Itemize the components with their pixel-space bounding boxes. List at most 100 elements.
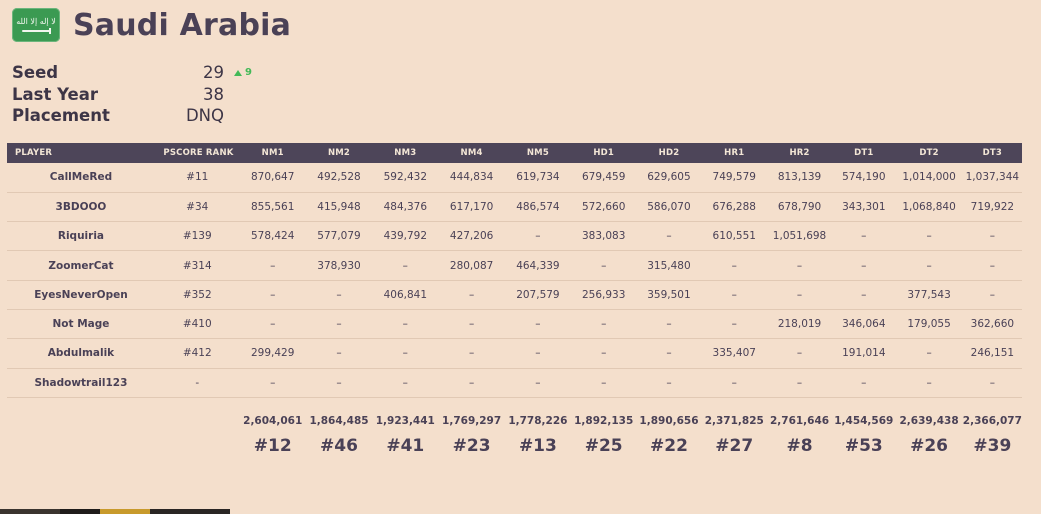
- score-cell: –: [926, 347, 932, 360]
- score-cell: –: [402, 347, 408, 360]
- column-header-pscore-rank: PSCORE RANK: [163, 148, 234, 158]
- score-cell: 719,922: [970, 200, 1015, 213]
- map-rank: #26: [910, 436, 949, 457]
- score-cell: –: [989, 259, 995, 272]
- map-rank: #27: [715, 436, 754, 457]
- score-cell: –: [731, 318, 737, 331]
- score-cell: –: [535, 347, 541, 360]
- score-cell: –: [468, 347, 475, 360]
- player-name: Shadowtrail123: [34, 376, 128, 389]
- player-scores-table: PLAYER PSCORE RANK NM1 NM2 NM3 NM4 NM5 H…: [7, 143, 1022, 463]
- score-cell: –: [468, 318, 475, 331]
- table-row: Abdulmalik #412 299,429 – – – – – – 335,407 – 191,0…: [7, 339, 1022, 369]
- score-cell: –: [601, 259, 607, 272]
- player-name: EyesNeverOpen: [34, 288, 128, 301]
- map-rank: #39: [973, 436, 1012, 457]
- team-stats: Seed 29 9 Last Year 38 Placement DNQ: [12, 62, 272, 127]
- score-cell: 484,376: [383, 200, 428, 213]
- score-cell: –: [601, 347, 607, 360]
- score-cell: 218,019: [777, 318, 822, 331]
- score-cell: 486,574: [516, 200, 560, 213]
- column-header-nm3: NM3: [394, 148, 417, 158]
- seed-change: 9: [234, 67, 252, 78]
- map-total-score: 2,604,061: [243, 415, 303, 428]
- score-cell: –: [535, 230, 541, 243]
- map-total-score: 1,890,656: [639, 415, 699, 428]
- score-cell: 383,083: [581, 230, 626, 243]
- score-cell: –: [336, 288, 342, 301]
- player-pscore-rank: -: [195, 376, 200, 389]
- score-cell: –: [270, 259, 276, 272]
- score-cell: 610,551: [712, 230, 756, 243]
- score-cell: –: [666, 230, 672, 243]
- table-header-row: PLAYER PSCORE RANK NM1 NM2 NM3 NM4 NM5 H…: [7, 143, 1022, 163]
- player-name: ZoomerCat: [48, 259, 114, 272]
- score-cell: –: [468, 288, 475, 301]
- score-cell: –: [731, 376, 737, 389]
- map-total-score: 1,778,226: [508, 415, 568, 428]
- score-cell: 191,014: [842, 347, 886, 360]
- team-header: لا إله إلا الله Saudi Arabia: [12, 6, 291, 44]
- column-header-dt3: DT3: [982, 148, 1003, 158]
- score-cell: –: [926, 230, 932, 243]
- last-year-label: Last Year: [12, 84, 98, 104]
- score-cell: –: [336, 347, 342, 360]
- map-rank: #8: [786, 436, 813, 457]
- score-cell: 617,170: [449, 200, 494, 213]
- score-cell: 679,459: [581, 171, 626, 184]
- score-cell: –: [270, 376, 276, 389]
- ranks-spacer: [7, 429, 155, 463]
- placement-value: DNQ: [185, 106, 224, 126]
- score-cell: –: [796, 347, 803, 360]
- score-cell: –: [796, 288, 803, 301]
- score-cell: –: [601, 318, 607, 331]
- map-total-score: 2,761,646: [769, 415, 830, 428]
- score-cell: –: [861, 230, 867, 243]
- image-thumbnail-strip: [0, 509, 230, 514]
- table-row: Riquiria #139 578,424 577,079 439,792 427,206…: [7, 222, 1022, 251]
- ranks-spacer: [155, 429, 240, 463]
- score-cell: –: [926, 259, 932, 272]
- player-pscore-rank: #34: [186, 200, 209, 213]
- score-cell: 335,407: [712, 347, 756, 360]
- score-cell: 280,087: [449, 259, 494, 272]
- score-cell: –: [402, 259, 408, 272]
- map-rank: #12: [253, 436, 292, 457]
- player-name: Abdulmalik: [47, 347, 115, 360]
- score-cell: 1,051,698: [772, 230, 827, 243]
- seed-change-value: 9: [245, 67, 252, 79]
- score-cell: –: [796, 259, 803, 272]
- score-cell: 464,339: [516, 259, 560, 272]
- score-cell: 377,543: [907, 288, 951, 301]
- totals-spacer: [7, 397, 155, 429]
- player-pscore-rank: #139: [182, 230, 212, 243]
- column-header-hr2: HR2: [789, 148, 810, 158]
- score-cell: –: [666, 376, 672, 389]
- column-header-hr1: HR1: [724, 148, 745, 158]
- score-cell: 572,660: [581, 200, 626, 213]
- column-header-hd1: HD1: [593, 148, 615, 158]
- map-rank: #23: [452, 436, 491, 457]
- column-header-nm5: NM5: [526, 148, 549, 158]
- placement-row: Placement DNQ: [12, 105, 272, 127]
- score-cell: 439,792: [383, 230, 428, 243]
- table-row: EyesNeverOpen #352 – – 406,841 – 207,579 256,93…: [7, 280, 1022, 310]
- score-cell: 346,064: [842, 318, 886, 331]
- score-cell: –: [666, 318, 672, 331]
- saudi-arabia-flag-icon: لا إله إلا الله: [12, 8, 60, 42]
- score-cell: 256,933: [581, 288, 626, 301]
- score-cell: 1,037,344: [965, 171, 1020, 184]
- score-cell: 406,841: [383, 288, 428, 301]
- table-row: 3BDOOO #34 855,561 415,948 484,376 617,170 486…: [7, 192, 1022, 222]
- score-cell: 577,079: [317, 230, 361, 243]
- score-cell: –: [402, 318, 408, 331]
- score-cell: –: [731, 288, 737, 301]
- score-cell: 870,647: [251, 171, 295, 184]
- map-total-score: 1,864,485: [309, 415, 369, 428]
- column-header-dt2: DT2: [919, 148, 939, 158]
- column-header-hd2: HD2: [658, 148, 680, 158]
- score-cell: –: [336, 376, 342, 389]
- table-row: Shadowtrail123 - – – – – – – – – – – – –: [7, 368, 1022, 398]
- score-cell: 855,561: [251, 200, 295, 213]
- last-year-value: 38: [203, 84, 224, 104]
